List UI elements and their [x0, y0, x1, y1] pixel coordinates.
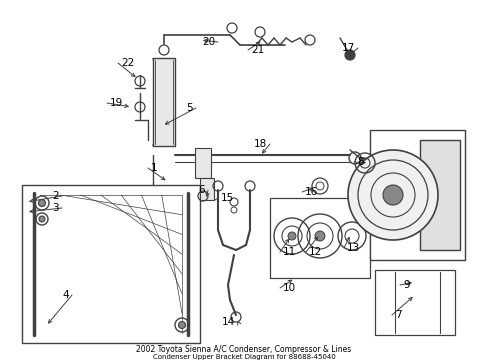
Text: 10: 10: [283, 283, 296, 293]
Text: 14: 14: [221, 317, 235, 327]
Text: 22: 22: [121, 58, 134, 68]
Circle shape: [39, 216, 45, 222]
Text: 17: 17: [341, 43, 354, 53]
Circle shape: [345, 50, 354, 60]
Circle shape: [39, 199, 45, 207]
Bar: [153, 58, 175, 146]
Text: 18: 18: [253, 139, 266, 149]
Text: 9: 9: [402, 280, 409, 290]
Circle shape: [287, 232, 295, 240]
Circle shape: [347, 150, 437, 240]
Bar: [419, 140, 459, 250]
Text: 5: 5: [186, 103, 193, 113]
Bar: [374, 270, 454, 335]
Text: 6: 6: [198, 185, 204, 195]
Text: 3: 3: [52, 203, 59, 213]
Text: 2: 2: [52, 191, 59, 201]
Bar: [369, 130, 464, 260]
Bar: [195, 148, 210, 178]
Text: 2002 Toyota Sienna A/C Condenser, Compressor & Lines: 2002 Toyota Sienna A/C Condenser, Compre…: [136, 346, 351, 355]
Text: 21: 21: [250, 45, 264, 55]
Text: 11: 11: [283, 247, 296, 257]
Text: 12: 12: [308, 247, 322, 257]
Bar: [22, 185, 200, 343]
Text: 7: 7: [394, 310, 401, 320]
Text: 19: 19: [110, 98, 123, 108]
Text: 16: 16: [305, 187, 318, 197]
Circle shape: [382, 185, 402, 205]
Circle shape: [178, 321, 185, 328]
Text: Condenser Upper Bracket Diagram for 88688-45040: Condenser Upper Bracket Diagram for 8868…: [152, 354, 335, 360]
Bar: [200, 178, 214, 200]
Text: 13: 13: [346, 243, 360, 253]
Text: 15: 15: [221, 193, 234, 203]
Circle shape: [314, 231, 325, 241]
Bar: [269, 198, 369, 278]
Text: 8: 8: [356, 157, 363, 167]
Text: 20: 20: [202, 37, 215, 47]
Text: 1: 1: [151, 163, 157, 173]
Text: 4: 4: [62, 290, 69, 300]
